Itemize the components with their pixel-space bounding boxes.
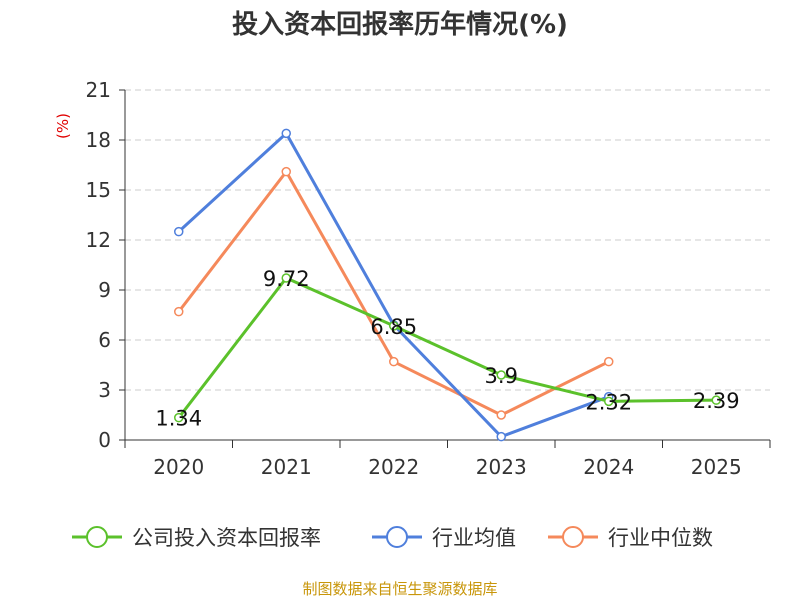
y-tick-label: 15 bbox=[86, 178, 111, 202]
series-line-0 bbox=[177, 276, 717, 419]
x-tick-label: 2024 bbox=[583, 455, 634, 479]
data-label: 3.9 bbox=[485, 364, 518, 388]
legend-label: 行业均值 bbox=[432, 526, 516, 550]
data-label: 9.72 bbox=[263, 267, 310, 291]
y-tick-label: 6 bbox=[98, 328, 111, 352]
legend-label: 公司投入资本回报率 bbox=[132, 526, 321, 550]
series-point-0 bbox=[174, 412, 184, 423]
chart-title: 投入资本回报率历年情况(%) bbox=[232, 10, 568, 40]
x-tick-label: 2020 bbox=[153, 455, 204, 479]
series-line-2 bbox=[177, 170, 610, 417]
legend-label: 行业中位数 bbox=[608, 526, 713, 550]
series-point-0 bbox=[711, 395, 721, 405]
y-tick-label: 12 bbox=[86, 228, 111, 252]
series-point-0 bbox=[496, 370, 506, 380]
series-point-0 bbox=[604, 396, 614, 407]
series-point-2 bbox=[281, 166, 291, 177]
series-point-1 bbox=[281, 128, 291, 139]
series-point-1 bbox=[174, 226, 184, 237]
data-label: 1.34 bbox=[155, 407, 202, 431]
y-tick-label: 18 bbox=[86, 128, 111, 152]
grid-lines bbox=[125, 89, 770, 391]
data-labels: 1.34 9.72 6.85 3.9 2.32 2.39 bbox=[155, 267, 739, 431]
legend-item-2[interactable]: 行业中位数 bbox=[548, 526, 713, 550]
series-line-1 bbox=[177, 131, 610, 439]
x-tick-label: 2022 bbox=[368, 455, 419, 479]
series-point-2 bbox=[496, 410, 506, 420]
data-label: 2.32 bbox=[585, 390, 632, 414]
series-point-0 bbox=[281, 273, 291, 283]
series-point-1 bbox=[496, 431, 506, 442]
data-label: 2.39 bbox=[693, 389, 740, 413]
series-point-2 bbox=[604, 356, 614, 367]
legend-swatch-marker bbox=[562, 526, 584, 548]
legend-swatch-marker bbox=[86, 526, 108, 548]
data-label: 6.85 bbox=[370, 315, 417, 339]
x-tick-label: 2021 bbox=[261, 455, 312, 479]
series-point-2 bbox=[389, 356, 399, 367]
series-point-2 bbox=[174, 306, 184, 317]
series-point-0 bbox=[389, 321, 399, 331]
legend-swatch-marker bbox=[386, 526, 408, 548]
y-tick-label: 21 bbox=[86, 78, 111, 102]
series-lines bbox=[174, 128, 721, 442]
y-axis-label: (%) bbox=[54, 113, 72, 139]
legend[interactable]: 公司投入资本回报率 行业均值 行业中位数 bbox=[72, 526, 713, 550]
legend-item-1[interactable]: 行业均值 bbox=[372, 526, 516, 550]
axes: 0 3 6 9 12 15 18 21 (%) 2020 2021 2022 2023 2024 2025 bbox=[54, 78, 771, 479]
x-tick-label: 2025 bbox=[691, 455, 742, 479]
y-tick-label: 0 bbox=[98, 428, 111, 452]
y-tick-label: 3 bbox=[98, 378, 111, 402]
x-tick-label: 2023 bbox=[476, 455, 527, 479]
y-tick-label: 9 bbox=[98, 278, 111, 302]
data-source-note: 制图数据来自恒生聚源数据库 bbox=[302, 580, 498, 598]
legend-item-0[interactable]: 公司投入资本回报率 bbox=[72, 526, 321, 550]
